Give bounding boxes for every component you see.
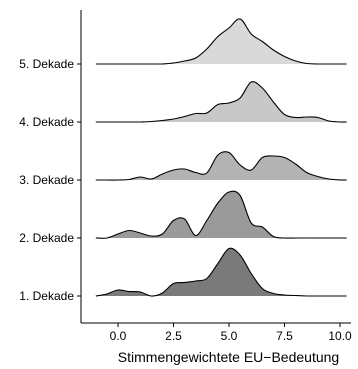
ridge-line-4 [140, 81, 341, 123]
x-tick-label: 7.5 [276, 329, 293, 343]
y-ticks: 1. Dekade 2. Dekade 3. Dekade 4. Dekade 5. D… [19, 57, 81, 303]
y-tick-label: 1. Dekade [19, 289, 74, 303]
ridge-line-2 [95, 190, 307, 239]
ridge-line-5 [162, 18, 318, 65]
y-tick-label: 4. Dekade [19, 115, 74, 129]
x-axis-title: Stimmengewichtete EU−Bedeutung [118, 349, 339, 365]
ridge-line-3 [95, 151, 341, 181]
ridge-area-4 [140, 81, 340, 122]
x-tick-label: 5.0 [221, 329, 238, 343]
x-tick-label: 0.0 [110, 329, 127, 343]
ridge-area-5 [162, 18, 318, 64]
ridges [95, 18, 347, 297]
x-tick-label: 2.5 [165, 329, 182, 343]
x-ticks: 0.0 2.5 5.0 7.5 10.0 [110, 323, 352, 343]
x-tick-label: 10.0 [328, 329, 352, 343]
y-tick-label: 3. Dekade [19, 173, 74, 187]
y-tick-label: 5. Dekade [19, 57, 74, 71]
ridge-area-3 [95, 151, 340, 181]
y-tick-label: 2. Dekade [19, 231, 74, 245]
ridge-line-1 [95, 247, 307, 297]
ridge-area-2 [95, 191, 307, 239]
ridge-area-1 [95, 248, 307, 297]
